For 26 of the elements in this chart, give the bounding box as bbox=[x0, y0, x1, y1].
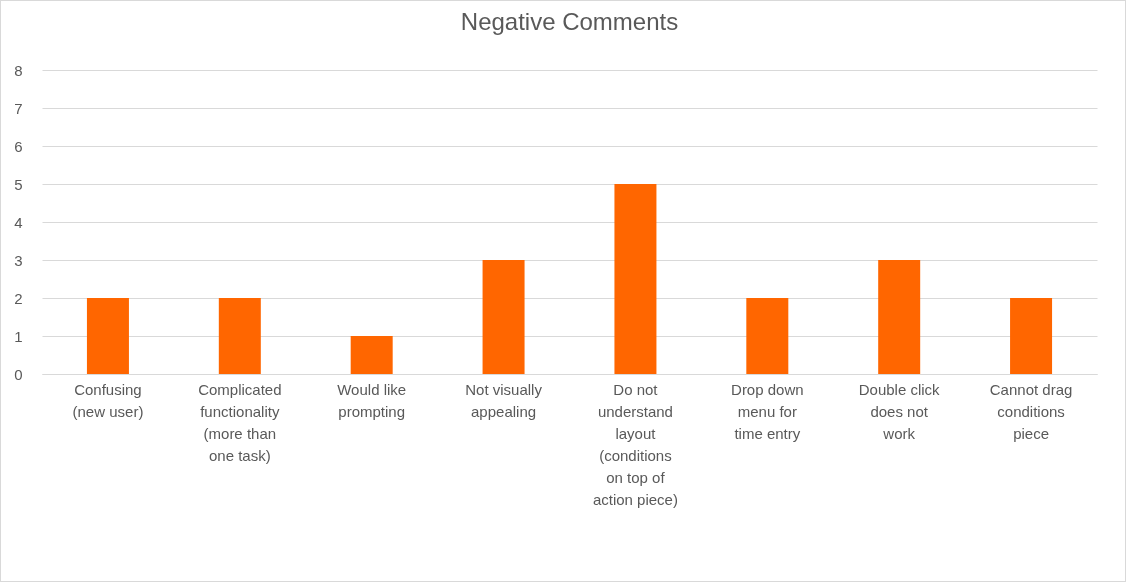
y-tick-label: 6 bbox=[14, 137, 23, 155]
chart-title: Negative Comments bbox=[460, 8, 679, 35]
x-tick-label: Double click does not work bbox=[858, 380, 941, 442]
x-tick-label: Complicated functionality (more than one task) bbox=[198, 380, 282, 464]
y-tick-label: 7 bbox=[14, 99, 23, 117]
x-tick-label: Drop down menu for time entry bbox=[731, 380, 804, 442]
x-tick-label: Not visually appealing bbox=[465, 380, 543, 420]
bar bbox=[1010, 298, 1053, 374]
bar bbox=[218, 298, 261, 374]
y-tick-label: 4 bbox=[14, 213, 23, 231]
y-tick-label: 1 bbox=[14, 327, 23, 345]
bar bbox=[746, 298, 789, 374]
bar bbox=[86, 298, 129, 374]
bar bbox=[614, 184, 657, 374]
bar bbox=[350, 336, 393, 374]
y-tick-label: 5 bbox=[14, 175, 23, 193]
y-tick-label: 2 bbox=[14, 289, 23, 307]
x-tick-label: Confusing (new user) bbox=[72, 380, 144, 420]
x-tick-label: Do not understand layout (conditions on top of action piece) bbox=[592, 380, 678, 508]
y-tick-label: 8 bbox=[14, 61, 23, 79]
y-tick-label: 3 bbox=[14, 251, 23, 269]
x-tick-label: Would like prompting bbox=[337, 380, 407, 420]
y-tick-label: 0 bbox=[14, 365, 23, 383]
bar bbox=[482, 260, 525, 374]
x-tick-label: Cannot drag conditions piece bbox=[989, 380, 1073, 442]
bar bbox=[878, 260, 921, 374]
